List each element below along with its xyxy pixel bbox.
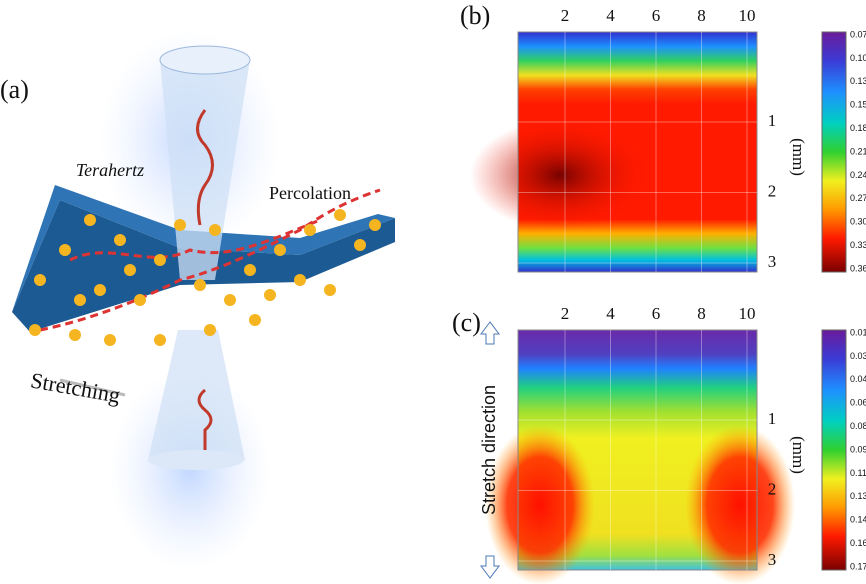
beam-cone (148, 330, 245, 460)
percolation-label: Percolation (269, 183, 351, 203)
colorbar-label: 0.1140 (850, 468, 866, 478)
heatmap-region (685, 425, 795, 584)
colorbar-label: 0.01650 (850, 327, 866, 337)
colorbar-label: 0.08150 (850, 421, 866, 431)
colorbar-label: 0.3650 (850, 263, 866, 273)
colorbar-label: 0.2478 (850, 170, 866, 180)
colorbar-label: 0.06525 (850, 398, 866, 408)
colorbar (821, 31, 847, 273)
y-tick-label: 3 (768, 550, 777, 569)
percolation-path (69, 218, 321, 262)
heatmap-region (470, 120, 650, 230)
stretching-label: Stretching (29, 367, 122, 407)
beam-top (159, 45, 251, 75)
x-tick-label: 2 (561, 304, 570, 323)
x-tick-label: 4 (606, 304, 615, 323)
x-tick-label: 6 (652, 304, 661, 323)
colorbar-label: 0.1013 (850, 53, 866, 63)
colorbar-label: 0.09775 (850, 444, 866, 454)
x-tick-label: 6 (652, 6, 661, 25)
colorbar-label: 0.1599 (850, 100, 866, 110)
x-tick-label: 10 (739, 304, 756, 323)
panel-a: (a) Terahertz Percolation Stretching (0, 30, 395, 570)
terahertz-wave (197, 388, 213, 450)
y-tick-label: 3 (768, 252, 777, 271)
y-tick-label: 1 (768, 111, 777, 130)
map-frame (517, 329, 758, 571)
colorbar-label: 0.3357 (850, 240, 866, 250)
colorbar-label: 0.3064 (850, 217, 866, 227)
colorbar-label: 0.1302 (850, 491, 866, 501)
particles (29, 209, 381, 346)
colorbar-label: 0.2185 (850, 146, 866, 156)
y-tick-label: 1 (768, 409, 777, 428)
panel-label: (c) (452, 308, 481, 337)
terahertz-label: Terahertz (76, 160, 144, 180)
panel-c: (c) Stretch direction (452, 308, 847, 584)
x-tick-label: 8 (697, 6, 706, 25)
heatmap-region (485, 425, 595, 584)
colorbar-label: 0.1790 (850, 561, 866, 571)
colorbar-label: 0.03275 (850, 351, 866, 361)
y-tick-label: 2 (768, 479, 777, 498)
y-axis-label: (mm) (789, 436, 808, 474)
y-axis-label: (mm) (789, 138, 808, 176)
percolation-path (39, 188, 381, 332)
terahertz-wave (196, 109, 214, 226)
x-tick-label: 10 (739, 6, 756, 25)
colorbar-label: 0.07200 (850, 29, 866, 39)
beam-bottom (148, 450, 244, 470)
colorbar-label: 0.04900 (850, 374, 866, 384)
arrow-down (480, 555, 500, 579)
panel-label: (a) (0, 75, 29, 104)
y-tick-label: 2 (768, 181, 777, 200)
map-frame (517, 31, 758, 273)
colorbar-label: 0.1892 (850, 123, 866, 133)
x-tick-label: 2 (561, 6, 570, 25)
stretch-arrow (59, 378, 126, 397)
x-tick-label: 8 (697, 304, 706, 323)
x-tick-label: 4 (606, 6, 615, 25)
colorbar (821, 329, 847, 571)
arrow-up (480, 321, 500, 345)
panel-b: (b) (460, 1, 847, 273)
colorbar-label: 0.1465 (850, 515, 866, 525)
colorbar-label: 0.2771 (850, 193, 866, 203)
colorbar-label: 0.1306 (850, 76, 866, 86)
colorbar-label: 0.1627 (850, 538, 866, 548)
panel-label: (b) (460, 1, 490, 30)
side-label: Stretch direction (479, 385, 499, 515)
